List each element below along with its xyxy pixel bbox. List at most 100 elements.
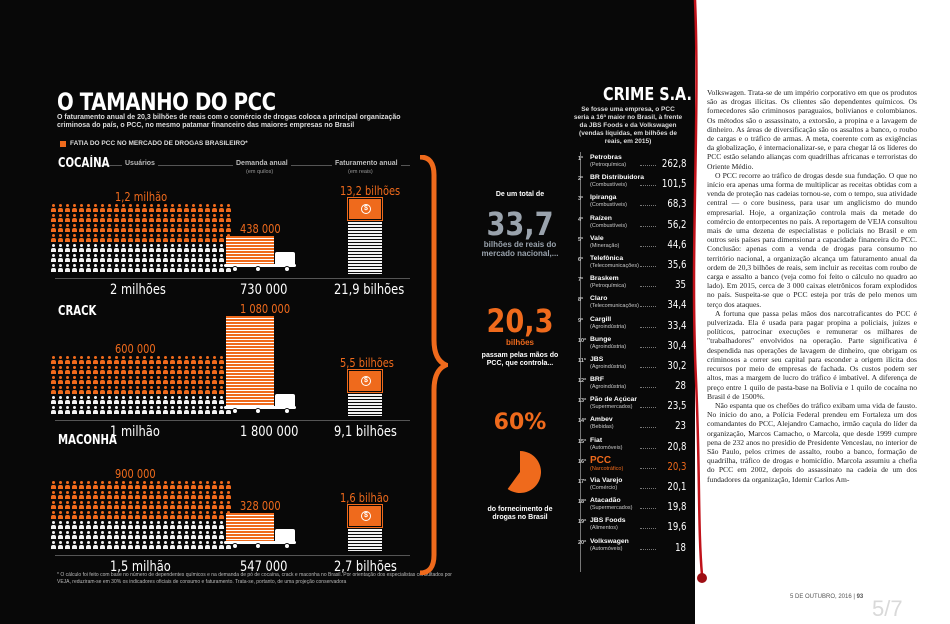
article-paragraph: Não espanta que os chefões do tráfico ex… [707,400,917,484]
person-icon [71,481,78,489]
leader-dots [640,488,656,489]
person-icon [71,224,78,232]
person-icon [176,224,183,232]
person-icon [85,396,92,404]
truck-cab-icon [275,394,295,408]
person-icon [99,214,106,222]
total-revenue: 2,7 bilhões [334,559,397,575]
person-icon [197,406,204,414]
col-header-users: Usuários [122,160,158,167]
person-icon [141,254,148,262]
company-value: 30,2 [666,358,686,372]
person-icon [85,501,92,509]
ranking-position: 15ª [578,438,587,445]
person-icon [162,244,169,252]
company: Claro (Telecomunicações) [590,295,639,310]
person-icon [218,541,225,549]
person-icon [120,376,127,384]
person-icon [85,254,92,262]
person-icon [85,386,92,394]
person-icon [71,491,78,499]
company-name: Atacadão [590,497,621,505]
person-icon [57,541,64,549]
person-icon [162,356,169,364]
person-icon [197,501,204,509]
person-icon [106,234,113,242]
person-icon [204,254,211,262]
person-icon [211,254,218,262]
person-icon [50,511,57,519]
person-icon [218,366,225,374]
company-sector: (Bebidas) [590,424,614,431]
person-icon [155,531,162,539]
money-stack [348,529,382,551]
demand-cargo [226,513,274,541]
thread-knot [697,573,707,583]
person-icon [134,511,141,519]
person-icon [99,366,106,374]
person-icon [50,244,57,252]
company-value: 19,8 [666,500,686,514]
person-icon [120,386,127,394]
person-icon [218,396,225,404]
person-icon [169,511,176,519]
person-icon [218,376,225,384]
company-value: 35,6 [666,257,686,271]
article-body: Volkswagen. Trata-se de um império corpo… [707,88,917,484]
person-icon [176,481,183,489]
person-icon [120,224,127,232]
person-icon [155,214,162,222]
person-icon [190,244,197,252]
leader-dots [640,528,656,530]
person-icon [50,531,57,539]
person-icon [78,541,85,549]
person-icon [155,244,162,252]
company-sector: (Agroindústria) [590,323,627,330]
person-icon [57,204,64,212]
baseline [55,420,410,421]
pcc-revenue: 5,5 bilhões [340,356,394,370]
company-name: Petrobras [590,154,622,161]
person-icon [78,531,85,539]
person-icon [120,264,127,272]
person-icon [85,366,92,374]
ranking-position: 5ª [578,236,584,243]
person-icon [92,481,99,489]
person-icon [120,521,127,529]
person-icon [169,481,176,489]
total-users: 2 milhões [110,282,166,298]
share-pie [507,451,541,493]
wheel-icon [232,543,238,549]
person-icon [92,234,99,242]
person-icon [50,376,57,384]
person-icon [85,521,92,529]
person-icon [218,224,225,232]
person-icon [141,376,148,384]
person-icon [183,366,190,374]
person-icon [120,214,127,222]
person-icon [148,254,155,262]
person-icon [225,491,232,499]
ranking-position: 13ª [578,398,587,405]
company-sector: (Telecomunicações) [590,262,639,269]
person-icon [204,481,211,489]
thread-decoration [692,0,707,583]
person-icon [204,531,211,539]
person-icon [162,234,169,242]
company-name: Bunge [590,335,612,343]
person-icon [148,264,155,272]
person-icon [134,366,141,374]
company-value: 34,4 [666,298,686,312]
person-icon [225,214,232,222]
person-icon [99,501,106,509]
person-icon [197,234,204,242]
person-icon [99,406,106,414]
footnote: * O cálculo foi feito com base no número… [57,572,452,585]
person-icon [197,541,204,549]
person-icon [71,386,78,394]
person-icon [134,234,141,242]
person-icon [148,531,155,539]
person-icon [148,396,155,404]
viewer-page-indicator: 5/7 [872,596,903,621]
company-sector: (Agroindústria) [590,363,627,370]
